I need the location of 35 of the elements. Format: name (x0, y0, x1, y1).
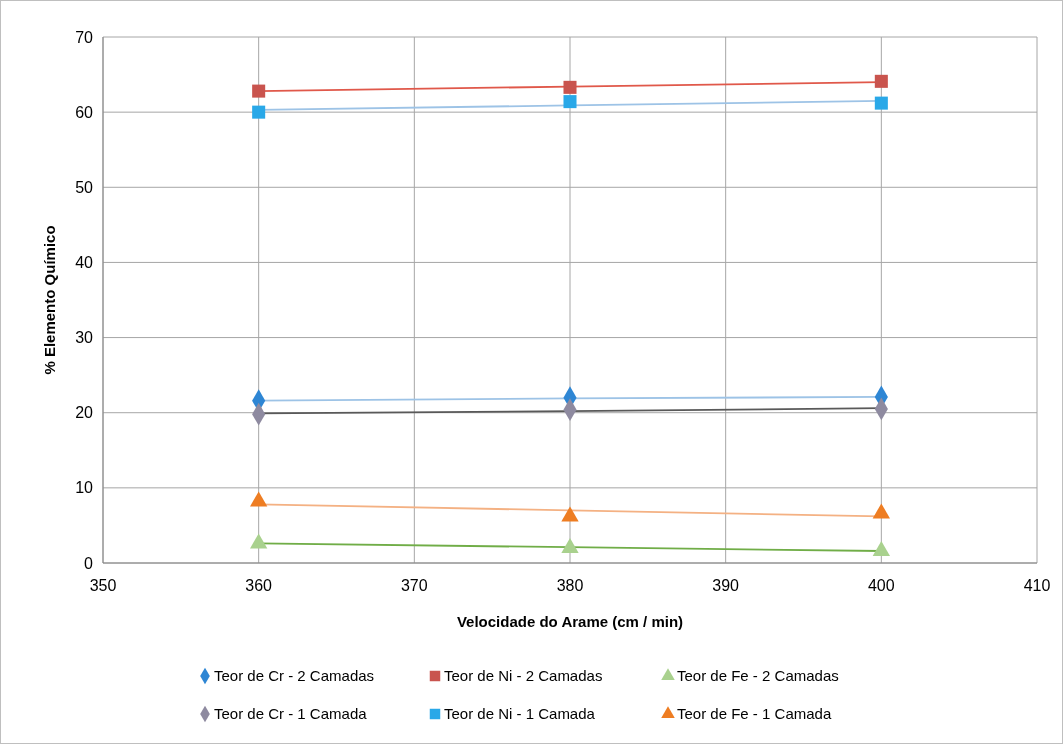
point (874, 96, 888, 110)
point (874, 74, 888, 88)
point (252, 84, 266, 98)
point (872, 503, 890, 519)
y-axis-title: % Elemento Químico (41, 225, 58, 375)
legend-label: Teor de Cr - 1 Camada (214, 705, 368, 722)
point (252, 105, 266, 119)
y-tick-label: 40 (75, 254, 94, 272)
point (250, 491, 268, 507)
x-tick-label: 390 (712, 577, 740, 594)
legend-label: Teor de Fe - 1 Camada (677, 705, 832, 722)
point (872, 540, 890, 556)
point (563, 80, 577, 94)
legend-label: Teor de Ni - 2 Camadas (444, 667, 603, 684)
y-tick-label: 30 (75, 329, 94, 347)
x-tick-label: 350 (89, 577, 117, 594)
y-tick-label: 50 (75, 178, 94, 196)
y-tick-label: 0 (84, 554, 94, 572)
x-tick-label: 360 (245, 577, 273, 594)
point (561, 506, 579, 522)
y-tick-label: 10 (75, 479, 94, 497)
x-tick-label: 410 (1023, 577, 1051, 594)
legend-label: Teor de Ni - 1 Camada (444, 705, 596, 722)
x-tick-label: 380 (556, 577, 584, 594)
x-axis-title: Velocidade do Arame (cm / min) (456, 613, 684, 630)
legend-label: Teor de Fe - 2 Camadas (677, 667, 839, 684)
point (250, 533, 268, 549)
x-tick-label: 400 (867, 577, 895, 594)
y-tick-label: 60 (75, 103, 94, 121)
y-tick-label: 70 (75, 28, 94, 46)
legend-label: Teor de Cr - 2 Camadas (214, 667, 375, 684)
x-tick-label: 370 (400, 577, 428, 594)
point (561, 537, 579, 553)
point (563, 95, 577, 109)
y-tick-label: 20 (75, 404, 94, 422)
